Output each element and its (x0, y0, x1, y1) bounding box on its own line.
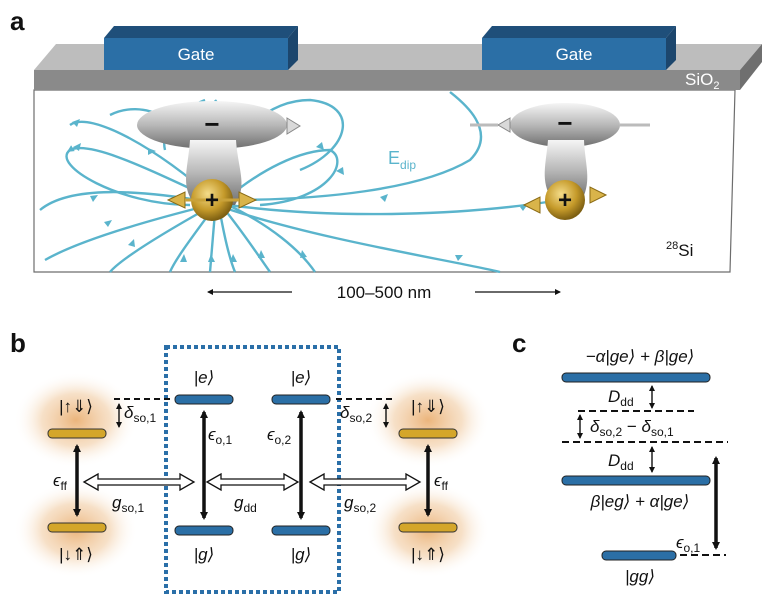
level-gg (601, 550, 677, 561)
panel-label-b: b (10, 328, 26, 358)
vertical-arrows (73, 410, 432, 520)
dipole-left-minus: − (204, 109, 219, 139)
level-right-up (398, 428, 458, 439)
field-label: Edip (388, 148, 416, 172)
state-mid: β|eg⟩ + α|ge⟩ (590, 492, 690, 511)
gate-right (482, 26, 676, 70)
gate-left-label: Gate (178, 45, 215, 64)
level-right-down (398, 522, 458, 533)
glow-right-top (366, 372, 490, 468)
panel-label-a: a (10, 6, 25, 36)
dipole-right-minus: − (557, 108, 572, 138)
dipole-right-plus: + (558, 187, 572, 214)
ket-left-down: |↓⇑⟩ (59, 545, 93, 564)
eps-o1: ϵo,1 (208, 425, 233, 447)
delta-so2: δso,2 (340, 403, 372, 425)
state-top: −α|ge⟩ + β|ge⟩ (586, 347, 695, 366)
eps-ff-left: ϵff (53, 471, 68, 493)
oxide-label: SiO2 (685, 70, 719, 92)
level-mid (561, 475, 711, 486)
state-gg: |gg⟩ (625, 567, 655, 586)
level-left-up (47, 428, 107, 439)
ket-left-up: |↑⇓⟩ (59, 397, 93, 416)
gate-right-label: Gate (556, 45, 593, 64)
delta-arrows (116, 403, 389, 428)
dipole-left (137, 101, 301, 221)
eps-ff-right: ϵff (434, 471, 449, 493)
D-dd-bottom: Ddd (608, 451, 634, 473)
eps-o1-c: ϵo,1 (676, 533, 701, 555)
level-e1 (174, 394, 234, 405)
level-g2 (271, 525, 331, 536)
level-g1 (174, 525, 234, 536)
substrate-label: 28Si (666, 240, 693, 260)
gate-left (104, 26, 298, 70)
ket-right-down: |↓⇑⟩ (411, 545, 445, 564)
g-so1: gso,1 (112, 493, 144, 515)
g-so2: gso,2 (344, 493, 376, 515)
panel-label-c: c (512, 328, 526, 358)
level-left-down (47, 522, 107, 533)
delta-diff: δso,2 − δso,1 (590, 417, 674, 439)
level-top (561, 372, 711, 383)
dipole-right (470, 103, 650, 220)
coupling-arrows (82, 472, 422, 492)
D-dd-top: Ddd (608, 387, 634, 409)
ket-g1: |g⟩ (194, 545, 215, 564)
silicon-substrate (33, 89, 736, 273)
distance-label: 100–500 nm (337, 283, 432, 302)
ket-e1: |e⟩ (194, 368, 215, 387)
glow-left-top (14, 372, 138, 468)
ket-right-up: |↑⇓⟩ (411, 397, 445, 416)
ket-g2: |g⟩ (291, 545, 312, 564)
dipole-left-plus: + (205, 187, 219, 214)
ket-e2: |e⟩ (291, 368, 312, 387)
g-dd: gdd (234, 493, 257, 515)
coupled-system-box (164, 345, 341, 594)
eps-o2: ϵo,2 (267, 425, 292, 447)
delta-so1: δso,1 (124, 403, 156, 425)
field-arrowheads (72, 119, 528, 262)
level-e2 (271, 394, 331, 405)
